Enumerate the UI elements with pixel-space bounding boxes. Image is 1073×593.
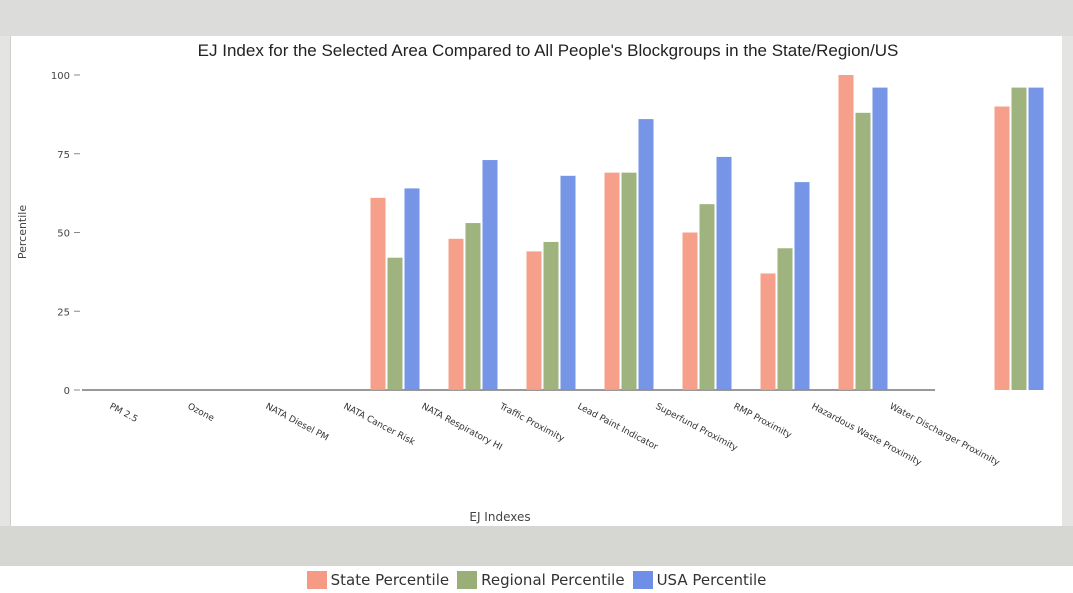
legend-swatch-regional (457, 570, 478, 589)
legend-label-usa: USA Percentile (656, 570, 767, 589)
bar-usa-percentile (638, 119, 654, 390)
x-tick-label: PM 2.5 (108, 402, 140, 425)
x-tick-label: NATA Diesel PM (264, 402, 330, 444)
bar-regional-percentile (621, 172, 637, 390)
legend-strip (0, 566, 1073, 593)
x-tick-label: Lead Paint Indicator (576, 402, 660, 453)
y-tick-label: 50 (57, 229, 70, 240)
bar-regional-percentile (465, 223, 481, 390)
y-tick-label: 0 (64, 386, 70, 397)
legend-label-state: State Percentile (330, 570, 450, 589)
bar-regional-percentile (699, 204, 715, 390)
bar-usa-percentile (1028, 87, 1044, 390)
bar-usa-percentile (404, 188, 420, 390)
bar-usa-percentile (482, 160, 498, 390)
y-ticks: 0 25 50 75 100 (51, 71, 80, 397)
bar-state-percentile (682, 232, 698, 390)
bar-state-percentile (838, 75, 854, 390)
legend: State Percentile Regional Percentile USA… (0, 566, 1073, 593)
y-axis-label: Percentile (16, 205, 29, 260)
legend-swatch-usa (632, 570, 653, 589)
bar-regional-percentile (387, 257, 403, 390)
ej-index-chart: EJ Index for the Selected Area Compared … (16, 41, 1044, 524)
bar-state-percentile (760, 273, 776, 390)
legend-swatch-state (306, 570, 327, 589)
chart-title: EJ Index for the Selected Area Compared … (198, 41, 899, 60)
bar-state-percentile (448, 238, 464, 390)
legend-item-regional: Regional Percentile (457, 570, 625, 589)
bottom-gray-band (0, 526, 1073, 566)
x-axis-label: EJ Indexes (469, 510, 530, 524)
bar-state-percentile (370, 197, 386, 390)
bar-regional-percentile (777, 248, 793, 390)
bar-state-percentile (604, 172, 620, 390)
x-tick-label: RMP Proximity (732, 402, 794, 441)
x-tick-label: NATA Cancer Risk (342, 402, 417, 448)
bar-usa-percentile (794, 182, 810, 390)
x-tick-label: NATA Respiratory HI (420, 402, 504, 453)
x-tick-label: Superfund Proximity (654, 402, 740, 454)
bar-usa-percentile (872, 87, 888, 390)
legend-item-state: State Percentile (306, 570, 450, 589)
bar-state-percentile (526, 251, 542, 390)
x-tick-label: Traffic Proximity (497, 401, 567, 444)
y-tick-label: 100 (51, 71, 70, 82)
bars (370, 75, 1044, 391)
bar-regional-percentile (1011, 87, 1027, 390)
bar-state-percentile (994, 106, 1010, 390)
top-gray-band (0, 0, 1073, 36)
y-tick-label: 75 (57, 150, 70, 161)
legend-label-regional: Regional Percentile (481, 570, 625, 589)
bar-usa-percentile (716, 156, 732, 390)
y-tick-label: 25 (57, 307, 70, 318)
legend-item-usa: USA Percentile (632, 570, 767, 589)
bar-usa-percentile (560, 175, 576, 390)
bar-regional-percentile (543, 241, 559, 390)
x-tick-label: Ozone (186, 402, 216, 424)
bar-regional-percentile (855, 112, 871, 391)
x-ticks: PM 2.5 Ozone NATA Diesel PM NATA Cancer Ris… (108, 401, 1002, 468)
